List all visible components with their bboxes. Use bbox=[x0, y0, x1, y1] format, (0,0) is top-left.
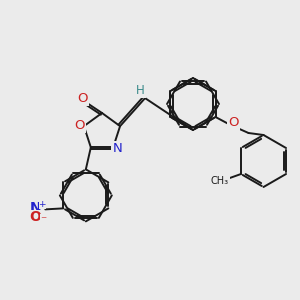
Text: ⁻: ⁻ bbox=[40, 214, 46, 227]
Text: N: N bbox=[29, 201, 41, 215]
Text: O: O bbox=[228, 116, 239, 130]
Text: N: N bbox=[112, 142, 122, 155]
Text: O: O bbox=[29, 210, 41, 224]
Text: O: O bbox=[75, 118, 85, 132]
Text: H: H bbox=[136, 84, 144, 97]
Text: +: + bbox=[39, 200, 46, 209]
Text: CH₃: CH₃ bbox=[211, 176, 229, 186]
Text: O: O bbox=[77, 92, 87, 104]
